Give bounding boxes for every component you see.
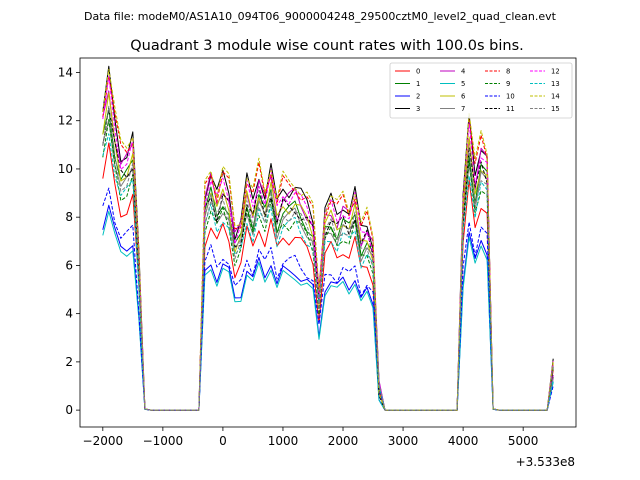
- y-tick-label: 12: [58, 114, 73, 128]
- legend-box: [389, 62, 573, 119]
- series-line-13: [102, 133, 554, 411]
- y-tick-label: 4: [65, 307, 73, 321]
- series-line-15: [102, 105, 554, 411]
- x-axis: −2000 −1000 0 1000 2000 3000 4000 5000: [83, 427, 539, 448]
- legend-label-0: 0: [416, 68, 420, 76]
- legend-label-14: 14: [551, 93, 560, 101]
- suptitle: Data file: modeM0/AS1A10_094T06_90000042…: [84, 10, 557, 23]
- series-line-14: [102, 68, 554, 411]
- x-tick-label: 2000: [328, 434, 359, 448]
- legend-label-1: 1: [416, 80, 420, 88]
- legend-label-10: 10: [506, 93, 515, 101]
- y-tick-label: 2: [65, 355, 73, 369]
- y-tick-label: 8: [65, 210, 73, 224]
- x-offset-label: +3.533e8: [516, 455, 575, 469]
- series-line-10: [102, 187, 554, 411]
- legend-label-5: 5: [461, 80, 465, 88]
- series-line-12: [102, 75, 554, 411]
- legend-label-12: 12: [551, 68, 560, 76]
- y-tick-label: 6: [65, 258, 73, 272]
- x-tick-label: −2000: [83, 434, 124, 448]
- legend-label-8: 8: [506, 68, 510, 76]
- y-tick-label: 14: [58, 65, 73, 79]
- legend-label-2: 2: [416, 93, 420, 101]
- legend-label-4: 4: [461, 68, 465, 76]
- series-line-8: [102, 76, 554, 411]
- x-tick-label: 4000: [448, 434, 479, 448]
- x-tick-label: 3000: [388, 434, 419, 448]
- legend-label-7: 7: [461, 105, 465, 113]
- axes-frame: [79, 57, 577, 428]
- y-tick-label: 10: [58, 162, 73, 176]
- legend-label-6: 6: [461, 93, 465, 101]
- legend-label-13: 13: [551, 80, 560, 88]
- legend-label-15: 15: [551, 105, 560, 113]
- x-tick-label: −1000: [143, 434, 184, 448]
- y-tick-label: 0: [65, 403, 73, 417]
- legend-label-9: 9: [506, 80, 510, 88]
- legend-label-3: 3: [416, 105, 420, 113]
- plot-area: [102, 65, 554, 411]
- x-tick-label: 5000: [508, 434, 539, 448]
- y-axis: 0 2 4 6 8 10 12 14: [58, 65, 80, 417]
- legend-label-11: 11: [506, 105, 515, 113]
- series-line-2: [102, 204, 554, 411]
- series-line-9: [102, 119, 554, 411]
- x-tick-label: 0: [219, 434, 227, 448]
- chart-title: Quadrant 3 module wise count rates with …: [130, 38, 524, 54]
- series-line-7: [102, 119, 554, 411]
- x-tick-label: 1000: [268, 434, 299, 448]
